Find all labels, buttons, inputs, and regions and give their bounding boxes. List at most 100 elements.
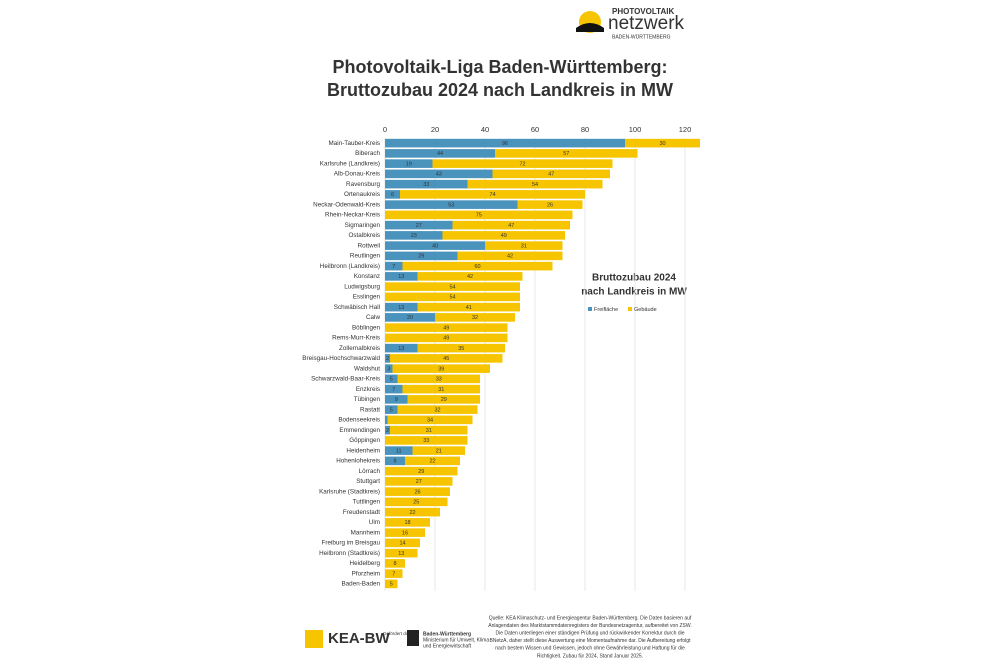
y-tick-label: Biberach	[355, 150, 380, 157]
bar-segment	[385, 395, 408, 404]
inner-title: Bruttozubau 2024	[592, 273, 676, 284]
logo-shape	[576, 23, 604, 32]
source-text: Anlagendaten des Marktstammdatenregister…	[488, 623, 691, 629]
source-text: Richtigkeit. Zubau für 2024, Stand Janua…	[537, 653, 643, 659]
source-text: Quelle: KEA Klimaschutz- und Energieagen…	[489, 615, 692, 621]
bar-segment	[385, 436, 468, 445]
y-tick-label: Böblingen	[352, 324, 381, 331]
bar-segment	[442, 231, 565, 240]
legend-label: Gebäude	[634, 307, 657, 313]
x-tick-label: 120	[679, 125, 692, 134]
y-tick-label: Ludwigsburg	[344, 283, 380, 290]
y-tick-label: Ostalbkreis	[349, 232, 381, 239]
bar-segment	[385, 179, 468, 189]
y-tick-label: Enzkreis	[356, 386, 380, 393]
kea-text: KEA-BW	[328, 630, 390, 647]
data-label: 2	[386, 356, 389, 362]
data-label: 96	[502, 141, 508, 147]
data-label: 49	[443, 336, 449, 342]
y-tick-label: Ulm	[369, 519, 380, 526]
data-label: 7	[392, 571, 395, 577]
bar-segment	[385, 292, 520, 302]
data-label: 44	[437, 151, 443, 157]
data-label: 75	[476, 213, 482, 219]
source-text: Die Daten unterliegen einer ständigen Pr…	[496, 631, 685, 637]
data-label: 14	[399, 541, 405, 547]
bar-segment	[625, 138, 700, 148]
funded-text: Gefördert durch	[383, 631, 415, 636]
bar-segment	[385, 548, 418, 558]
y-tick-label: Tübingen	[354, 396, 381, 403]
y-tick-label: Lörrach	[359, 468, 381, 475]
data-label: 26	[414, 489, 420, 495]
bar-segment	[435, 313, 515, 322]
data-label: 26	[547, 202, 553, 208]
y-tick-label: Rottweil	[358, 242, 380, 249]
data-label: 40	[432, 243, 438, 249]
bar-segment	[385, 302, 418, 312]
data-label: 33	[423, 182, 429, 188]
bar-segment	[392, 364, 490, 373]
y-tick-label: Tuttlingen	[353, 499, 381, 506]
bar-segment	[385, 374, 398, 384]
data-label: 16	[402, 530, 408, 536]
data-label: 6	[391, 192, 394, 198]
footer: KEA-BW Gefördert durch Baden-Württemberg…	[305, 630, 489, 649]
data-label: 31	[521, 243, 527, 249]
data-label: 45	[443, 356, 449, 362]
data-label: 47	[548, 172, 554, 178]
ministry-text: Ministerium für Umwelt, Klima	[423, 637, 489, 643]
y-tick-label: Konstanz	[354, 273, 380, 280]
bar-segment	[485, 241, 563, 250]
data-label: 25	[413, 500, 419, 506]
bar-segment	[417, 302, 520, 312]
bar-segment	[407, 395, 480, 404]
kea-icon	[305, 630, 323, 648]
data-label: 54	[449, 284, 455, 290]
y-tick-label: Breisgau-Hochschwarzwald	[302, 355, 380, 362]
bar-segment	[385, 518, 430, 527]
data-label: 13	[398, 305, 404, 311]
bar-segment	[397, 405, 478, 414]
data-label: 60	[474, 264, 480, 270]
legend-label: Freifläche	[594, 307, 618, 313]
legend-swatch	[588, 307, 592, 311]
data-label: 29	[418, 469, 424, 475]
y-tick-label: Neckar-Odenwald-Kreis	[313, 201, 380, 208]
data-label: 33	[423, 438, 429, 444]
y-tick-label: Esslingen	[353, 294, 381, 301]
y-tick-label: Rhein-Neckar-Kreis	[325, 212, 380, 219]
bar-segment	[385, 190, 400, 199]
data-label: 47	[508, 223, 514, 229]
bar-segment	[385, 487, 450, 496]
ministry-text: und Energiewirtschaft	[423, 643, 472, 649]
bar-segment	[385, 528, 425, 537]
logo-text: netzwerk	[608, 13, 685, 34]
y-tick-label: Schwäbisch Hall	[334, 304, 380, 311]
bar-segment	[417, 272, 523, 281]
bar-segment	[385, 272, 418, 281]
y-tick-label: Main-Tauber-Kreis	[329, 140, 380, 147]
bar-segment	[385, 210, 573, 220]
bar-segment	[397, 374, 480, 384]
bar-segment	[385, 415, 388, 425]
data-label: 7	[392, 387, 395, 393]
data-label: 49	[501, 233, 507, 239]
data-label: 54	[532, 182, 538, 188]
bar-segment	[385, 261, 403, 271]
y-tick-label: Rems-Murr-Kreis	[332, 335, 380, 342]
y-tick-label: Heilbronn (Landkreis)	[320, 263, 380, 270]
source-text: BNetzA, daher stellt diese Auswertung ei…	[490, 638, 692, 644]
bar-segment	[467, 179, 603, 189]
bar-segment	[417, 343, 505, 353]
data-label: 72	[519, 161, 525, 167]
data-label: 8	[393, 459, 396, 465]
ministry-text: Baden-Württemberg	[423, 631, 471, 637]
data-label: 2	[386, 428, 389, 434]
bar-segment	[385, 333, 508, 343]
data-label: 74	[489, 192, 495, 198]
x-tick-label: 60	[531, 125, 539, 134]
bar-segment	[385, 251, 458, 261]
y-tick-label: Mannheim	[351, 529, 380, 536]
